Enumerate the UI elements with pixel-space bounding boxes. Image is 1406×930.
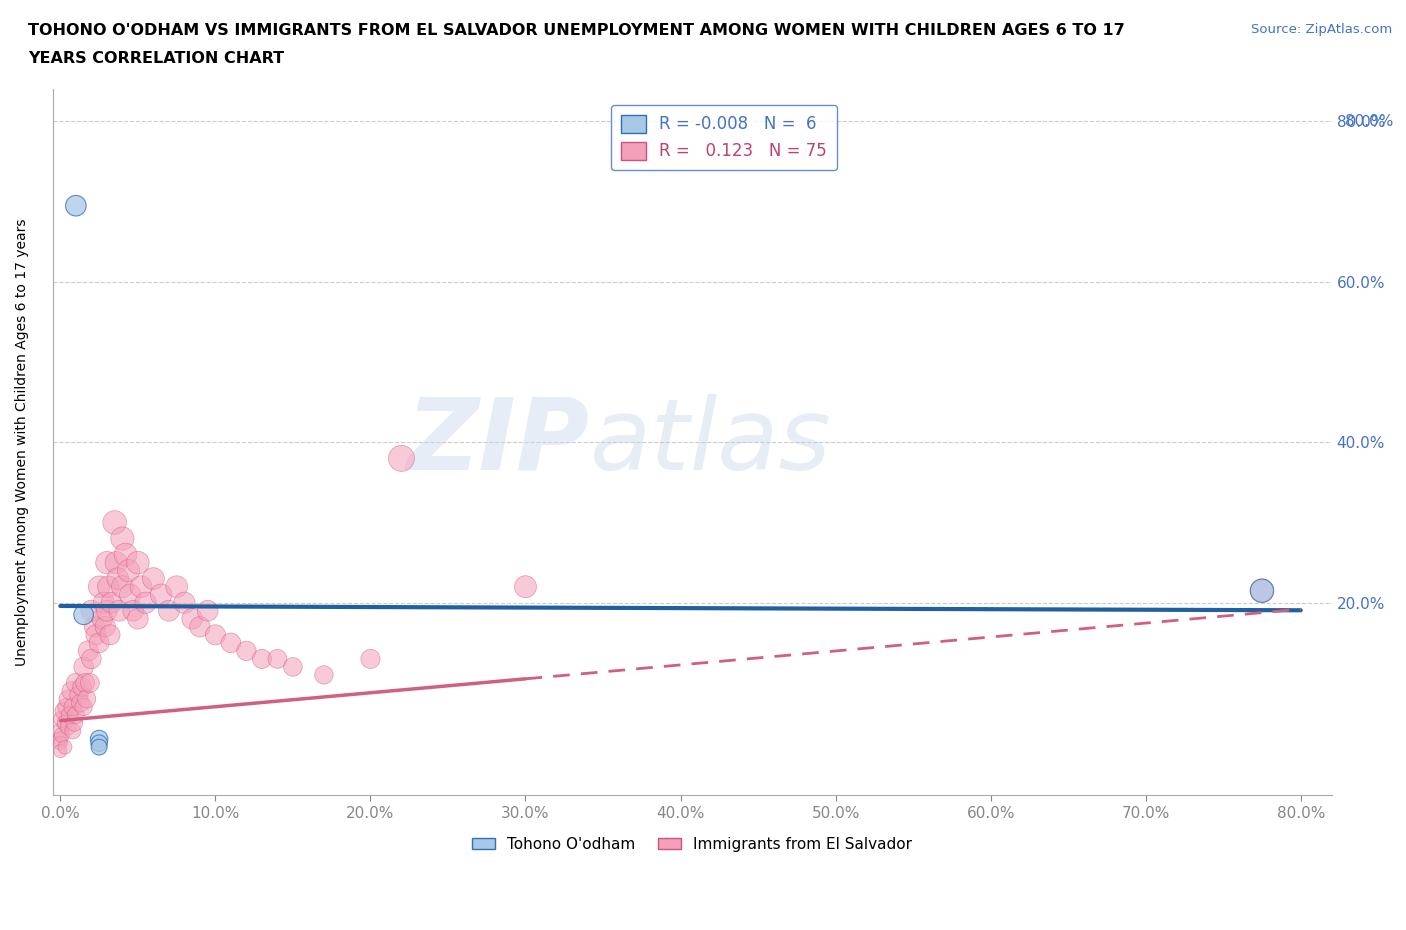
- Text: 80.0%: 80.0%: [1344, 114, 1393, 129]
- Point: [1251, 583, 1274, 598]
- Point: [235, 644, 257, 658]
- Point: [62, 699, 84, 714]
- Point: [69, 696, 91, 711]
- Point: [79, 675, 101, 690]
- Point: [359, 651, 381, 666]
- Point: [96, 555, 118, 570]
- Point: [65, 198, 87, 213]
- Point: [84, 628, 107, 643]
- Point: [65, 675, 87, 690]
- Point: [105, 555, 128, 570]
- Point: [107, 571, 129, 586]
- Point: [89, 635, 111, 650]
- Point: [51, 727, 73, 742]
- Point: [77, 644, 100, 658]
- Point: [55, 699, 77, 714]
- Text: TOHONO O'ODHAM VS IMMIGRANTS FROM EL SALVADOR UNEMPLOYMENT AMONG WOMEN WITH CHIL: TOHONO O'ODHAM VS IMMIGRANTS FROM EL SAL…: [28, 23, 1125, 38]
- Text: ZIP: ZIP: [406, 393, 591, 491]
- Point: [114, 547, 136, 562]
- Point: [53, 739, 76, 754]
- Point: [89, 732, 111, 747]
- Point: [127, 555, 149, 570]
- Point: [80, 651, 103, 666]
- Point: [219, 635, 242, 650]
- Point: [59, 708, 82, 723]
- Point: [62, 724, 84, 738]
- Point: [56, 720, 79, 735]
- Point: [72, 699, 94, 714]
- Point: [49, 744, 72, 759]
- Point: [111, 531, 134, 546]
- Point: [129, 579, 152, 594]
- Text: atlas: atlas: [591, 393, 831, 491]
- Point: [188, 619, 211, 634]
- Point: [75, 675, 97, 690]
- Point: [49, 732, 72, 747]
- Point: [72, 607, 94, 622]
- Point: [98, 628, 121, 643]
- Point: [91, 611, 114, 626]
- Point: [197, 604, 219, 618]
- Point: [181, 611, 204, 626]
- Point: [93, 595, 115, 610]
- Point: [94, 619, 117, 634]
- Point: [266, 651, 288, 666]
- Point: [72, 659, 94, 674]
- Point: [312, 668, 335, 683]
- Point: [97, 579, 120, 594]
- Point: [150, 587, 173, 602]
- Point: [49, 724, 72, 738]
- Text: Source: ZipAtlas.com: Source: ZipAtlas.com: [1251, 23, 1392, 36]
- Point: [142, 571, 165, 586]
- Point: [96, 604, 118, 618]
- Point: [60, 684, 83, 698]
- Point: [76, 692, 98, 707]
- Point: [166, 579, 188, 594]
- Point: [52, 704, 75, 719]
- Point: [49, 736, 72, 751]
- Point: [157, 604, 180, 618]
- Point: [204, 628, 226, 643]
- Point: [56, 692, 79, 707]
- Point: [67, 687, 90, 702]
- Point: [120, 587, 142, 602]
- Legend: Tohono O'odham, Immigrants from El Salvador: Tohono O'odham, Immigrants from El Salva…: [465, 830, 918, 858]
- Point: [63, 715, 86, 730]
- Point: [89, 579, 111, 594]
- Point: [391, 451, 413, 466]
- Point: [80, 604, 103, 618]
- Point: [250, 651, 273, 666]
- Point: [135, 595, 157, 610]
- Point: [65, 708, 87, 723]
- Point: [70, 680, 93, 695]
- Point: [108, 604, 131, 618]
- Point: [53, 715, 76, 730]
- Point: [111, 579, 134, 594]
- Point: [122, 604, 145, 618]
- Point: [89, 736, 111, 751]
- Y-axis label: Unemployment Among Women with Children Ages 6 to 17 years: Unemployment Among Women with Children A…: [15, 219, 30, 666]
- Point: [100, 595, 122, 610]
- Point: [1251, 583, 1274, 598]
- Point: [104, 515, 127, 530]
- Point: [515, 579, 537, 594]
- Point: [281, 659, 304, 674]
- Point: [173, 595, 195, 610]
- Point: [117, 564, 139, 578]
- Point: [127, 611, 149, 626]
- Text: YEARS CORRELATION CHART: YEARS CORRELATION CHART: [28, 51, 284, 66]
- Point: [51, 711, 73, 726]
- Point: [83, 619, 105, 634]
- Point: [89, 739, 111, 754]
